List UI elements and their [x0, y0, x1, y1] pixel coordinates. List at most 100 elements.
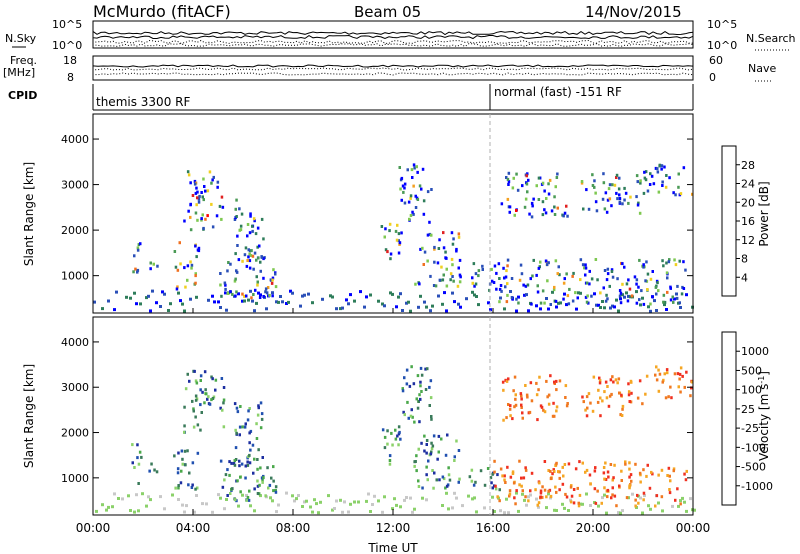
vel-cell-420 — [423, 434, 426, 438]
power-cell-278 — [264, 287, 268, 291]
power-cell-227 — [220, 195, 224, 199]
vel-cell-673 — [555, 388, 558, 392]
vel-cell-336 — [260, 412, 264, 416]
vel-cell-565 — [628, 461, 631, 465]
vel-cell-672 — [524, 384, 527, 387]
vel-cell-462 — [483, 483, 487, 487]
power-cell-372 — [403, 186, 406, 190]
vel-cell-781 — [655, 365, 658, 369]
power-cell-218 — [183, 219, 186, 223]
vel-cell-422 — [415, 469, 418, 473]
power-cell-705 — [563, 211, 567, 215]
power-cell-157 — [655, 309, 658, 312]
power-cell-645 — [520, 272, 524, 276]
vel-cell-653 — [564, 396, 567, 399]
vel-cell-681 — [552, 401, 555, 405]
vel-cell-95 — [467, 494, 470, 498]
power-cell-783 — [668, 176, 671, 180]
power-cell-788 — [644, 178, 648, 182]
power-cell-9 — [139, 302, 142, 306]
power-cell-594 — [499, 284, 503, 287]
power-cells — [93, 163, 694, 313]
power-cell-337 — [248, 231, 252, 235]
vel-cell-552 — [545, 495, 548, 499]
power-cell-109 — [499, 296, 502, 300]
power-cell-328 — [258, 244, 261, 248]
power-cell-215 — [191, 194, 195, 197]
power-cell-600 — [579, 278, 582, 282]
power-cell-755 — [629, 195, 632, 199]
power-cell-245 — [196, 196, 199, 200]
power-cell-745 — [595, 209, 599, 213]
power-cell-19 — [169, 302, 172, 306]
vel-cell-717 — [641, 402, 644, 406]
power-cell-189 — [175, 287, 179, 291]
vel-cell-381 — [401, 387, 404, 391]
vel-cell-485 — [674, 498, 677, 502]
vel-cell-397 — [419, 397, 422, 401]
velocity-colorbar-tick-label-5: 100 — [741, 384, 762, 397]
power-cell-330 — [234, 207, 237, 211]
vel-cell-5 — [113, 492, 116, 496]
vel-cell-193 — [177, 484, 180, 487]
vel-cell-700 — [509, 414, 512, 418]
power-cell-653 — [506, 197, 510, 201]
power-cell-440 — [458, 280, 462, 284]
power-cell-60 — [307, 292, 310, 296]
power-cell-703 — [537, 176, 541, 180]
vel-cell-341 — [274, 488, 277, 492]
power-cell-403 — [426, 190, 430, 194]
vel-cell-113 — [529, 493, 532, 497]
velocity-ylabel: Slant Range [km] — [22, 364, 36, 468]
power-cell-763 — [644, 170, 648, 174]
power-cell-557 — [633, 275, 637, 279]
power-cell-135 — [599, 306, 602, 309]
power-cell-378 — [403, 182, 407, 186]
vel-cell-51 — [305, 499, 308, 503]
vel-cell-607 — [576, 486, 579, 490]
vel-cell-358 — [397, 443, 400, 447]
power-cell-539 — [558, 273, 561, 277]
power-cell-12 — [149, 309, 152, 313]
power-cell-676 — [535, 184, 538, 188]
power-cell-696 — [537, 198, 541, 201]
vel-cell-455 — [479, 469, 483, 473]
power-cell-174 — [139, 242, 142, 246]
power-cell-163 — [679, 306, 682, 309]
power-cell-776 — [677, 172, 680, 176]
power-cell-59 — [303, 293, 306, 297]
power-cell-267 — [252, 293, 255, 296]
vel-cell-187 — [176, 471, 180, 475]
vel-cell-250 — [228, 460, 231, 464]
power-cell-219 — [197, 200, 201, 204]
vel-cell-524 — [506, 465, 509, 469]
power-cell-52 — [281, 300, 284, 304]
power-cell-119 — [535, 304, 538, 308]
power-cell-323 — [235, 198, 238, 202]
power-cell-636 — [610, 270, 614, 273]
vel-cell-17 — [159, 495, 162, 499]
vel-cell-46 — [293, 499, 296, 503]
power-cell-276 — [224, 287, 227, 291]
power-cell-391 — [412, 184, 415, 188]
power-colorbar-tick-label-3: 16 — [741, 215, 755, 228]
vel-cell-539 — [611, 493, 614, 497]
power-cell-538 — [669, 298, 673, 302]
power-cell-298 — [231, 292, 234, 296]
vel-cell-384 — [429, 379, 433, 383]
power-cell-341 — [257, 256, 260, 260]
vel-cell-224 — [191, 399, 194, 403]
vel-cell-179 — [196, 486, 199, 490]
vel-cell-35 — [245, 494, 248, 497]
vel-cell-698 — [535, 393, 539, 397]
vel-cell-101 — [493, 510, 496, 513]
vel-cell-222 — [184, 387, 188, 391]
power-cell-206 — [196, 190, 199, 194]
power-cell-91 — [425, 305, 428, 309]
power-cell-635 — [576, 296, 579, 300]
power-cell-375 — [428, 220, 431, 224]
power-cell-207 — [196, 218, 199, 222]
vel-cell-739 — [627, 393, 631, 397]
power-cell-633 — [671, 295, 674, 299]
vel-cell-270 — [272, 465, 275, 469]
